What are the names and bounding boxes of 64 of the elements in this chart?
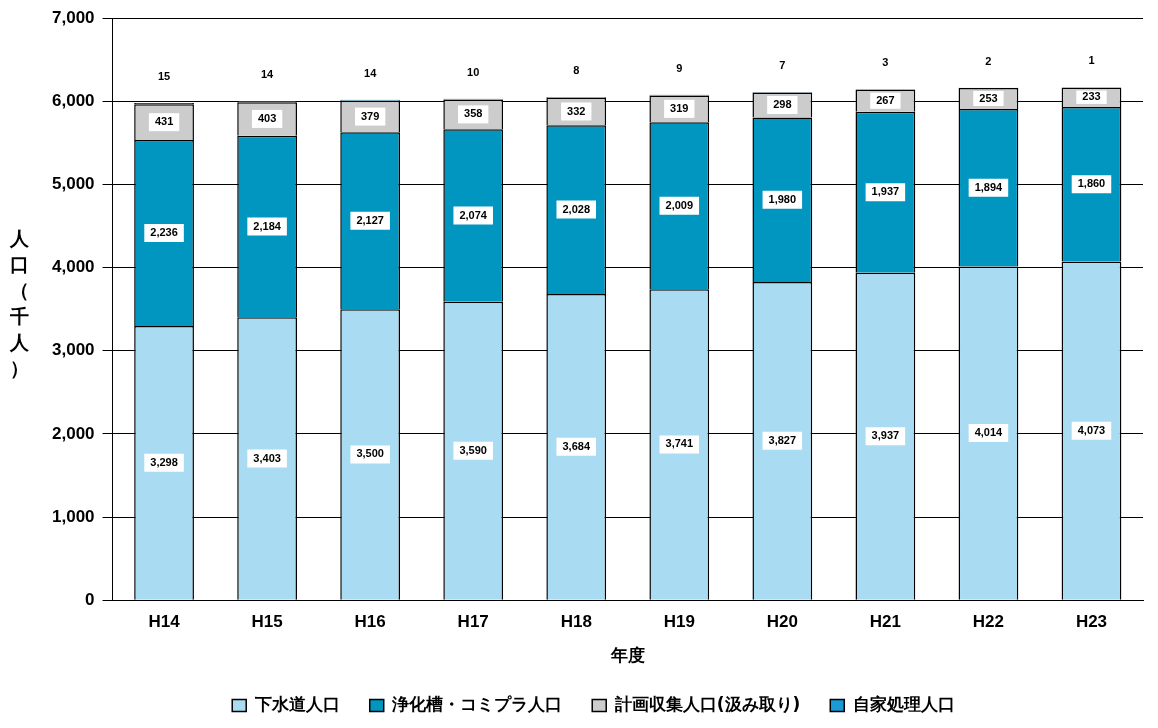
x-tick-label: H20 [766, 612, 798, 632]
data-label: 379 [360, 109, 380, 122]
y-axis-title: 人口（千人） [8, 226, 30, 381]
data-label: 7 [779, 59, 786, 72]
data-label: 3 [882, 56, 889, 69]
data-label: 1,980 [768, 192, 797, 205]
data-label: 332 [567, 104, 586, 117]
x-tick-label: H21 [869, 612, 901, 632]
data-label: 1 [1088, 54, 1095, 67]
data-label: 1,894 [974, 180, 1004, 193]
legend-label: 計画収集人口(汲み取り) [613, 693, 801, 714]
data-label: 403 [257, 111, 277, 124]
data-label: 15 [157, 70, 171, 83]
data-label: 2,028 [562, 202, 591, 215]
x-tick-label: H19 [663, 612, 695, 632]
x-tick-label: H15 [251, 612, 283, 632]
data-label: 3,403 [253, 451, 281, 464]
data-label: 3,590 [459, 443, 487, 456]
data-label: 4,073 [1077, 423, 1106, 436]
data-label: 2,127 [356, 213, 384, 226]
data-label: 10 [467, 65, 480, 78]
data-label: 253 [979, 91, 998, 104]
data-label: 3,298 [150, 455, 178, 468]
x-axis-title: 年度 [609, 646, 645, 666]
y-tick-label: 6,000 [51, 91, 95, 111]
x-tick-label: H17 [457, 612, 489, 632]
x-tick-label: H22 [972, 612, 1005, 632]
data-label: 3,500 [356, 447, 384, 460]
legend-label: 自家処理人口 [852, 693, 955, 714]
data-label: 2,009 [665, 198, 694, 211]
data-label: 1,860 [1077, 177, 1106, 190]
y-tick-label: 0 [85, 589, 95, 609]
y-tick-label: 3,000 [51, 340, 95, 360]
x-tick-label: H14 [148, 612, 181, 632]
x-tick-label: H16 [354, 612, 386, 632]
data-label: 319 [670, 101, 689, 114]
data-label: 3,937 [871, 429, 900, 442]
data-label: 8 [573, 64, 580, 77]
data-label: 2 [985, 54, 992, 67]
data-label: 3,684 [562, 439, 591, 452]
data-label: 2,074 [459, 208, 488, 221]
legend-label: 浄化槽・コミプラ人口 [391, 693, 563, 714]
x-tick-label: H18 [560, 612, 592, 632]
data-label: 1,937 [871, 185, 900, 198]
y-tick-label: 2,000 [51, 423, 95, 443]
data-label: 9 [676, 61, 683, 74]
y-tick-label: 1,000 [51, 506, 95, 526]
x-tick-label: H23 [1075, 612, 1108, 632]
data-label: 2,184 [253, 219, 282, 232]
data-label: 233 [1082, 90, 1101, 103]
y-tick-label: 7,000 [51, 7, 95, 27]
data-label: 14 [260, 68, 275, 81]
data-label: 14 [364, 66, 378, 79]
data-label: 431 [154, 115, 174, 128]
data-label: 3,741 [665, 437, 694, 450]
data-label: 4,014 [974, 426, 1004, 439]
data-label: 2,236 [150, 226, 178, 239]
data-label: 298 [773, 98, 792, 111]
legend-label: 下水道人口 [253, 693, 340, 714]
data-label: 3,827 [768, 433, 797, 446]
data-label: 267 [876, 93, 895, 106]
y-tick-label: 4,000 [51, 257, 95, 277]
y-tick-label: 5,000 [51, 174, 95, 194]
data-label: 358 [464, 107, 483, 120]
